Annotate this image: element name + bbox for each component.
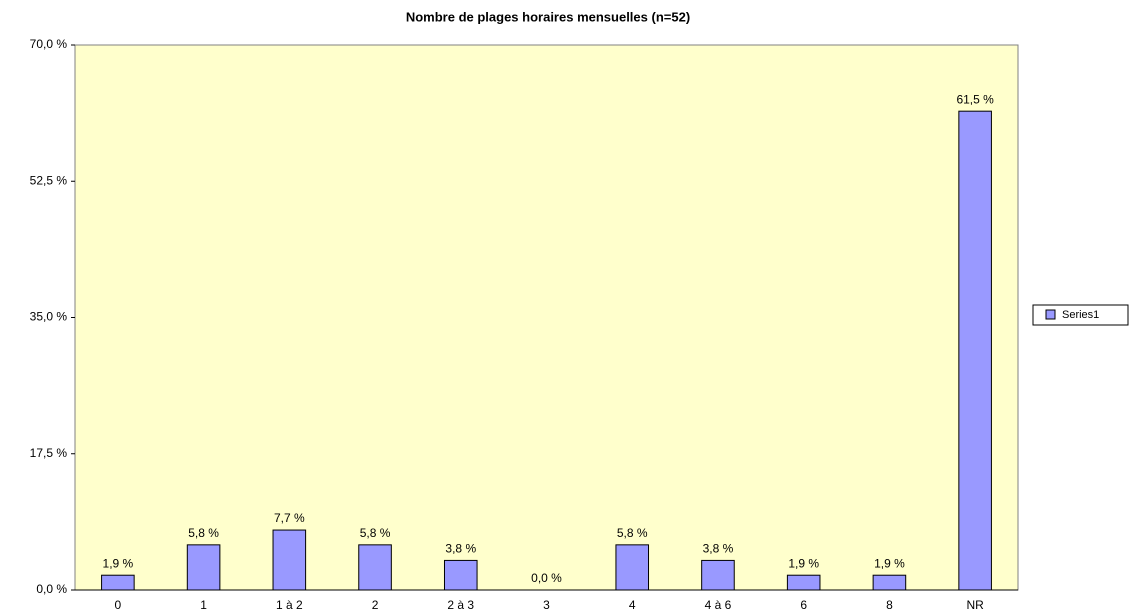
plot-area (74, 44, 1019, 591)
bar (443, 559, 478, 591)
x-tick-label: 2 à 3 (447, 598, 474, 612)
x-tick-label: 6 (800, 598, 807, 612)
y-tick-label: 52,5 % (30, 173, 68, 187)
y-tick-label: 70,0 % (30, 37, 68, 51)
data-label: 1,9 % (788, 556, 819, 570)
bar (786, 574, 821, 591)
bar (101, 574, 135, 591)
data-label: 61,5 % (956, 92, 994, 106)
data-label: 5,8 % (617, 526, 648, 540)
chart-title: Nombre de plages horaires mensuelles (n=… (406, 9, 690, 24)
data-label: 1,9 % (874, 556, 905, 570)
bar (615, 544, 650, 591)
y-tick-label: 0,0 % (36, 582, 67, 596)
legend-swatch (1045, 309, 1056, 320)
data-label: 3,8 % (703, 542, 734, 556)
bar (272, 529, 307, 591)
legend-box (1032, 304, 1129, 326)
x-tick-label: 4 à 6 (705, 598, 732, 612)
data-label: 1,9 % (103, 556, 134, 570)
y-tick-label: 17,5 % (30, 446, 68, 460)
data-label: 5,8 % (188, 526, 219, 540)
bar (701, 559, 735, 591)
x-tick-label: 0 (115, 598, 122, 612)
y-tick-label: 35,0 % (30, 310, 68, 324)
data-label: 5,8 % (360, 526, 391, 540)
bar (186, 544, 221, 591)
bar (872, 574, 907, 591)
x-tick-label: NR (966, 598, 984, 612)
data-label: 7,7 % (274, 511, 305, 525)
bar (958, 110, 992, 591)
legend-label: Series1 (1062, 309, 1099, 321)
x-tick-label: 2 (372, 598, 379, 612)
x-tick-label: 1 (200, 598, 207, 612)
data-label: 0,0 % (531, 571, 562, 585)
x-tick-label: 3 (543, 598, 550, 612)
bar (358, 544, 392, 591)
x-tick-label: 4 (629, 598, 636, 612)
data-label: 3,8 % (445, 542, 476, 556)
x-tick-label: 8 (886, 598, 893, 612)
x-tick-label: 1 à 2 (276, 598, 303, 612)
